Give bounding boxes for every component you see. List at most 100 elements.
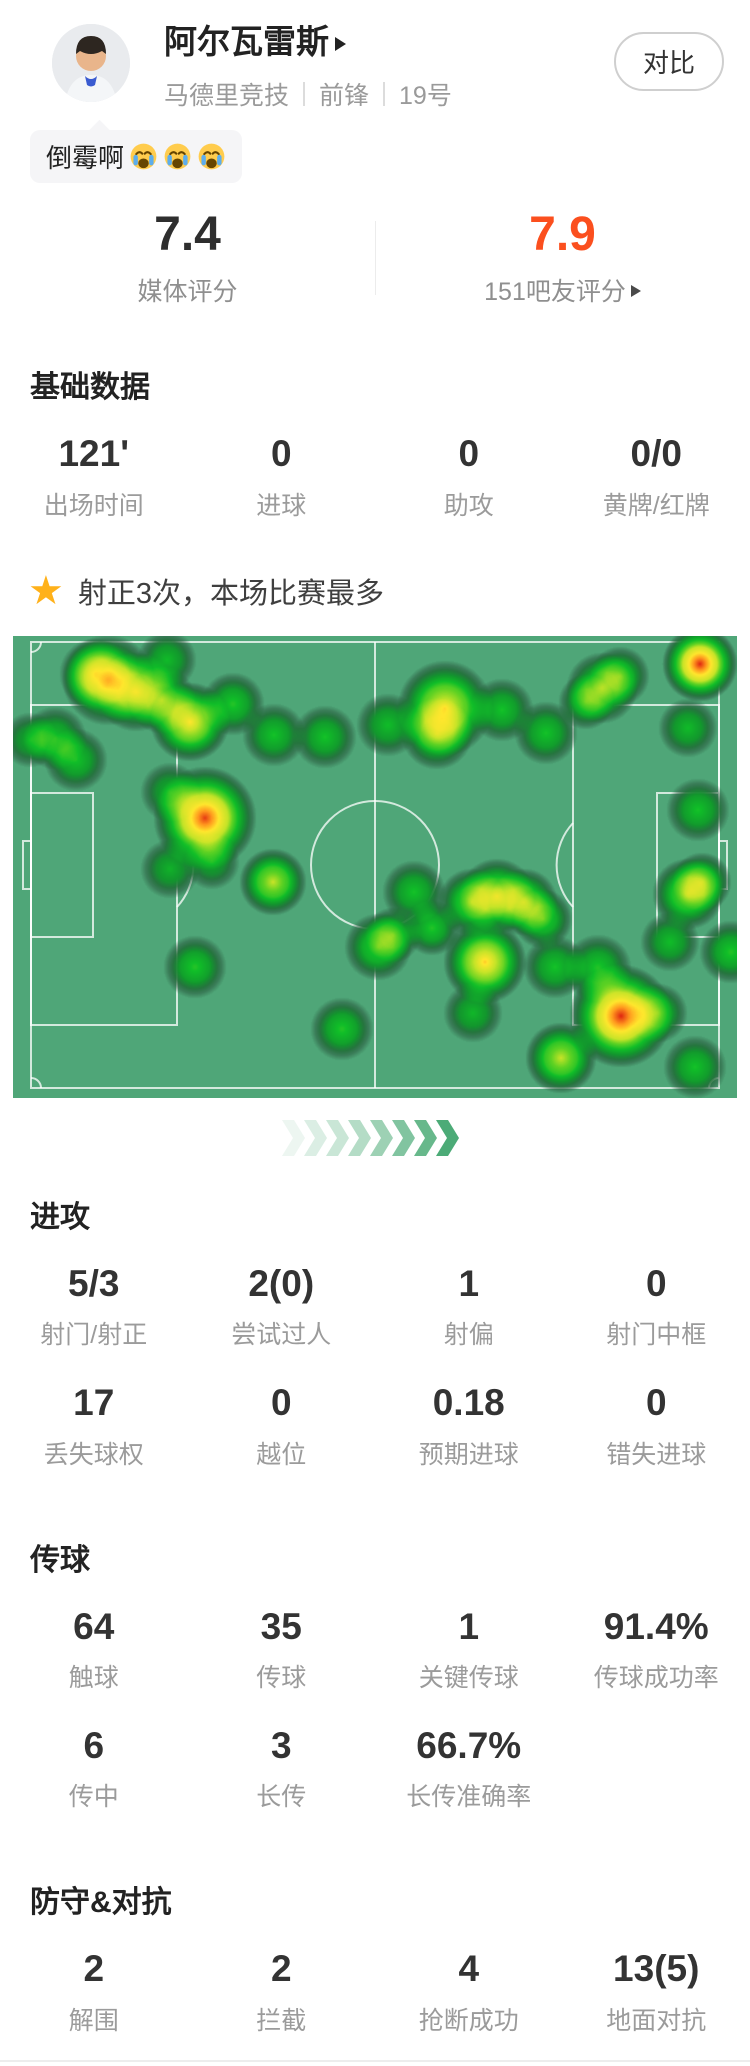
fans-rating-value: 7.9 (529, 208, 596, 262)
fans-rating-label: 151吧友评分 (484, 278, 626, 307)
stat-label: 射门/射正 (40, 1321, 148, 1350)
header: 阿尔瓦雷斯 马德里竞技 前锋 19号 对比 (0, 0, 750, 112)
stat-label: 射偏 (443, 1321, 494, 1350)
stat-label: 拦截 (256, 2006, 307, 2035)
stat-value: 2 (83, 1948, 105, 1990)
chevrons-right-icon (0, 1119, 750, 1156)
stat-value: 0.18 (432, 1382, 505, 1424)
stat-row: 64 触球 35 传球 1 关键传球 91.4% 传球成功率 (0, 1605, 750, 1694)
stat-value: 0 (458, 433, 480, 475)
stat-label: 助攻 (443, 491, 494, 520)
player-name: 阿尔瓦雷斯 (164, 23, 329, 60)
star-icon: ★ (28, 568, 64, 613)
stat-label: 抢断成功 (418, 2006, 519, 2035)
heatmap-canvas (13, 635, 737, 1098)
stat-label: 出场时间 (43, 491, 144, 520)
player-position: 前锋 (319, 82, 370, 111)
stat-value: 91.4% (603, 1605, 709, 1647)
stat-label: 错失进球 (606, 1440, 707, 1469)
stat-value: 121' (58, 433, 130, 475)
stat-row: 2 解围 2 拦截 4 抢断成功 13(5) 地面对抗 (0, 1947, 750, 2036)
arrow-right-icon (630, 285, 641, 298)
stat-cell: 2(0) 尝试过人 (188, 1262, 376, 1351)
arrow-right-icon (335, 37, 346, 52)
compare-button[interactable]: 对比 (613, 32, 724, 91)
stat-cell: 4 抢断成功 (375, 1947, 563, 2036)
fans-rating: 7.9 151吧友评分 (375, 207, 750, 308)
section-title-basic: 基础数据 (30, 371, 150, 405)
ratings-row: 7.4 媒体评分 7.9 151吧友评分 (0, 207, 750, 308)
player-name-row[interactable]: 阿尔瓦雷斯 (164, 23, 614, 60)
crying-emoji-icon (130, 143, 157, 170)
player-photo (52, 24, 130, 102)
stat-label: 传球 (256, 1664, 307, 1693)
stat-cell: 1 射偏 (375, 1262, 563, 1351)
stat-cell: 0 错失进球 (563, 1381, 750, 1470)
fans-rating-link[interactable]: 151吧友评分 (484, 272, 641, 308)
stat-row: 6 传中 3 长传 66.7% 长传准确率 (0, 1724, 750, 1813)
bottom-divider (0, 2060, 750, 2062)
stat-value: 66.7% (416, 1725, 522, 1767)
highlight-row: ★ 射正3次，本场比赛最多 (28, 570, 750, 612)
stat-label: 关键传球 (418, 1664, 519, 1693)
media-rating-value: 7.4 (154, 208, 221, 262)
stat-cell: 17 丢失球权 (0, 1381, 188, 1470)
stat-label: 触球 (68, 1664, 119, 1693)
stat-label: 传中 (68, 1783, 119, 1812)
stat-row: 5/3 射门/射正 2(0) 尝试过人 1 射偏 0 射门中框 (0, 1262, 750, 1351)
stat-cell: 1 关键传球 (375, 1605, 563, 1694)
divider (303, 82, 306, 107)
stat-cell: 0 射门中框 (563, 1262, 750, 1351)
stat-label: 越位 (256, 1440, 307, 1469)
stat-label: 射门中框 (606, 1321, 707, 1350)
stat-value: 0 (270, 433, 292, 475)
stat-value: 6 (83, 1725, 105, 1767)
stat-cell: 0 助攻 (375, 432, 563, 521)
stat-cell: 2 拦截 (188, 1947, 376, 2036)
stat-label: 传球成功率 (593, 1664, 719, 1693)
stat-cell: 13(5) 地面对抗 (563, 1947, 750, 2036)
stat-cell: 0/0 黄牌/红牌 (563, 432, 750, 521)
divider (383, 82, 386, 107)
stat-value: 35 (260, 1605, 302, 1647)
stat-value: 2 (270, 1948, 292, 1990)
stat-value: 5/3 (68, 1262, 120, 1304)
stat-value: 3 (270, 1725, 292, 1767)
stat-value: 0 (270, 1382, 292, 1424)
stat-cell: 64 触球 (0, 1605, 188, 1694)
stat-value: 17 (73, 1382, 115, 1424)
stat-value: 13(5) (613, 1948, 700, 1990)
stat-row: 17 丢失球权 0 越位 0.18 预期进球 0 错失进球 (0, 1381, 750, 1470)
player-avatar[interactable] (52, 24, 130, 102)
highlight-text: 射正3次，本场比赛最多 (77, 577, 384, 610)
stat-value: 0/0 (630, 433, 682, 475)
stat-cell: 3 长传 (188, 1724, 376, 1813)
passing-stats-grid: 64 触球 35 传球 1 关键传球 91.4% 传球成功率 6 传中 3 长传 66.7% 长传准确率 (0, 1605, 750, 1814)
stat-label: 黄牌/红牌 (602, 491, 710, 520)
stat-value: 64 (73, 1605, 115, 1647)
fan-tag-text: 倒霉啊 (46, 143, 125, 174)
stat-cell: 121' 出场时间 (0, 432, 188, 521)
heatmap (0, 635, 750, 1098)
section-title-passing: 传球 (30, 1543, 90, 1577)
stat-cell: 6 传中 (0, 1724, 188, 1813)
attack-stats-grid: 5/3 射门/射正 2(0) 尝试过人 1 射偏 0 射门中框 17 丢失球权 0 越位 0.18 预期进… (0, 1262, 750, 1471)
stat-cell: 0 进球 (188, 432, 376, 521)
stat-label: 尝试过人 (231, 1321, 332, 1350)
player-meta: 马德里竞技 前锋 19号 (164, 76, 614, 112)
media-rating: 7.4 媒体评分 (0, 207, 375, 308)
section-title-attack: 进攻 (30, 1200, 90, 1234)
stat-label: 预期进球 (418, 1440, 519, 1469)
basic-stats-grid: 121' 出场时间 0 进球 0 助攻 0/0 黄牌/红牌 (0, 432, 750, 521)
stat-value: 1 (458, 1262, 480, 1304)
stat-row: 121' 出场时间 0 进球 0 助攻 0/0 黄牌/红牌 (0, 432, 750, 521)
stat-cell: 66.7% 长传准确率 (375, 1724, 563, 1813)
stat-value: 1 (458, 1605, 480, 1647)
fan-tag-bubble[interactable]: 倒霉啊 (30, 130, 243, 184)
stat-value: 0 (645, 1382, 667, 1424)
stat-cell: 0 越位 (188, 1381, 376, 1470)
player-number: 19号 (399, 82, 452, 111)
stat-cell: 0.18 预期进球 (375, 1381, 563, 1470)
player-info: 阿尔瓦雷斯 马德里竞技 前锋 19号 (164, 23, 614, 112)
